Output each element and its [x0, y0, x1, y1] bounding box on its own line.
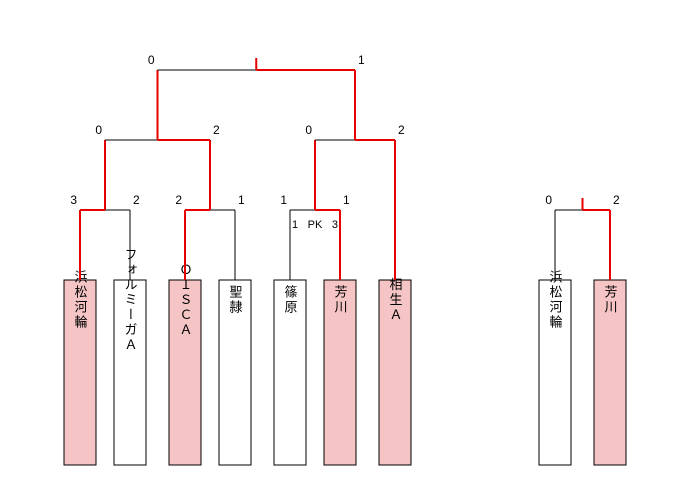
svg-text:1: 1 — [280, 193, 287, 207]
bracket-svg: 浜松河輪フォルミーガＡＯＩＳＣＡ聖隷篠原芳川相生Ａ3221111PK302020… — [0, 0, 700, 500]
svg-text:1: 1 — [358, 53, 365, 67]
svg-text:PK: PK — [308, 219, 323, 231]
svg-text:3: 3 — [332, 219, 338, 231]
team-label: 聖隷 — [228, 285, 243, 315]
svg-text:0: 0 — [148, 53, 155, 67]
svg-text:2: 2 — [133, 193, 140, 207]
svg-text:3: 3 — [70, 193, 77, 207]
svg-text:0: 0 — [305, 123, 312, 137]
svg-text:0: 0 — [545, 193, 552, 207]
svg-text:2: 2 — [213, 123, 220, 137]
svg-text:2: 2 — [175, 193, 182, 207]
team-label: 相生Ａ — [388, 278, 403, 323]
team-label: 芳川 — [603, 285, 618, 315]
svg-text:1: 1 — [238, 193, 245, 207]
team-label: 篠原 — [283, 285, 298, 315]
svg-text:1: 1 — [292, 219, 298, 231]
svg-text:2: 2 — [398, 123, 405, 137]
svg-text:1: 1 — [343, 193, 350, 207]
svg-text:2: 2 — [613, 193, 620, 207]
team-label: 芳川 — [333, 285, 348, 315]
svg-text:0: 0 — [95, 123, 102, 137]
